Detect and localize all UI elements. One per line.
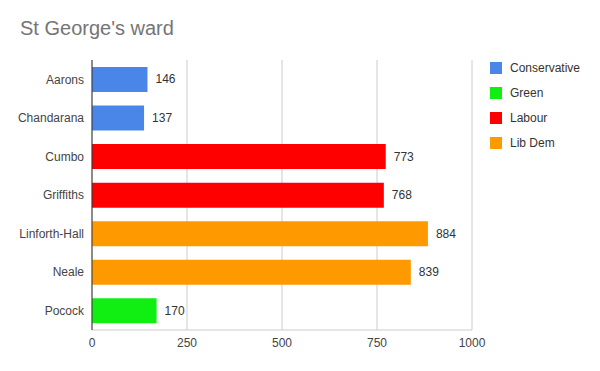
svg-text:Linforth-Hall: Linforth-Hall: [19, 227, 84, 241]
html-text:Conservative: Conservative: [510, 60, 580, 75]
html-text:Green: Green: [510, 85, 544, 100]
svg-text:Pocock: Pocock: [45, 304, 85, 318]
svg-text:500: 500: [272, 336, 292, 350]
svg-text:0: 0: [89, 336, 96, 350]
svg-text:1000: 1000: [459, 336, 486, 350]
svg-text:750: 750: [367, 336, 387, 350]
svg-text:773: 773: [394, 150, 414, 164]
svg-text:250: 250: [177, 336, 197, 350]
html-text:St George's ward: St George's ward: [20, 17, 174, 39]
svg-text:884: 884: [436, 227, 456, 241]
svg-text:137: 137: [152, 111, 172, 125]
svg-text:839: 839: [419, 265, 439, 279]
svg-text:146: 146: [155, 72, 175, 86]
svg-text:Chandarana: Chandarana: [18, 111, 84, 125]
html-text:Labour: Labour: [510, 110, 548, 125]
svg-text:Neale: Neale: [53, 265, 85, 279]
html-text:Lib Dem: Lib Dem: [510, 135, 555, 150]
svg-text:Griffiths: Griffiths: [43, 188, 84, 202]
svg-text:170: 170: [165, 304, 185, 318]
svg-text:768: 768: [392, 188, 412, 202]
svg-text:Aarons: Aarons: [46, 73, 84, 87]
svg-text:Cumbo: Cumbo: [45, 150, 84, 164]
